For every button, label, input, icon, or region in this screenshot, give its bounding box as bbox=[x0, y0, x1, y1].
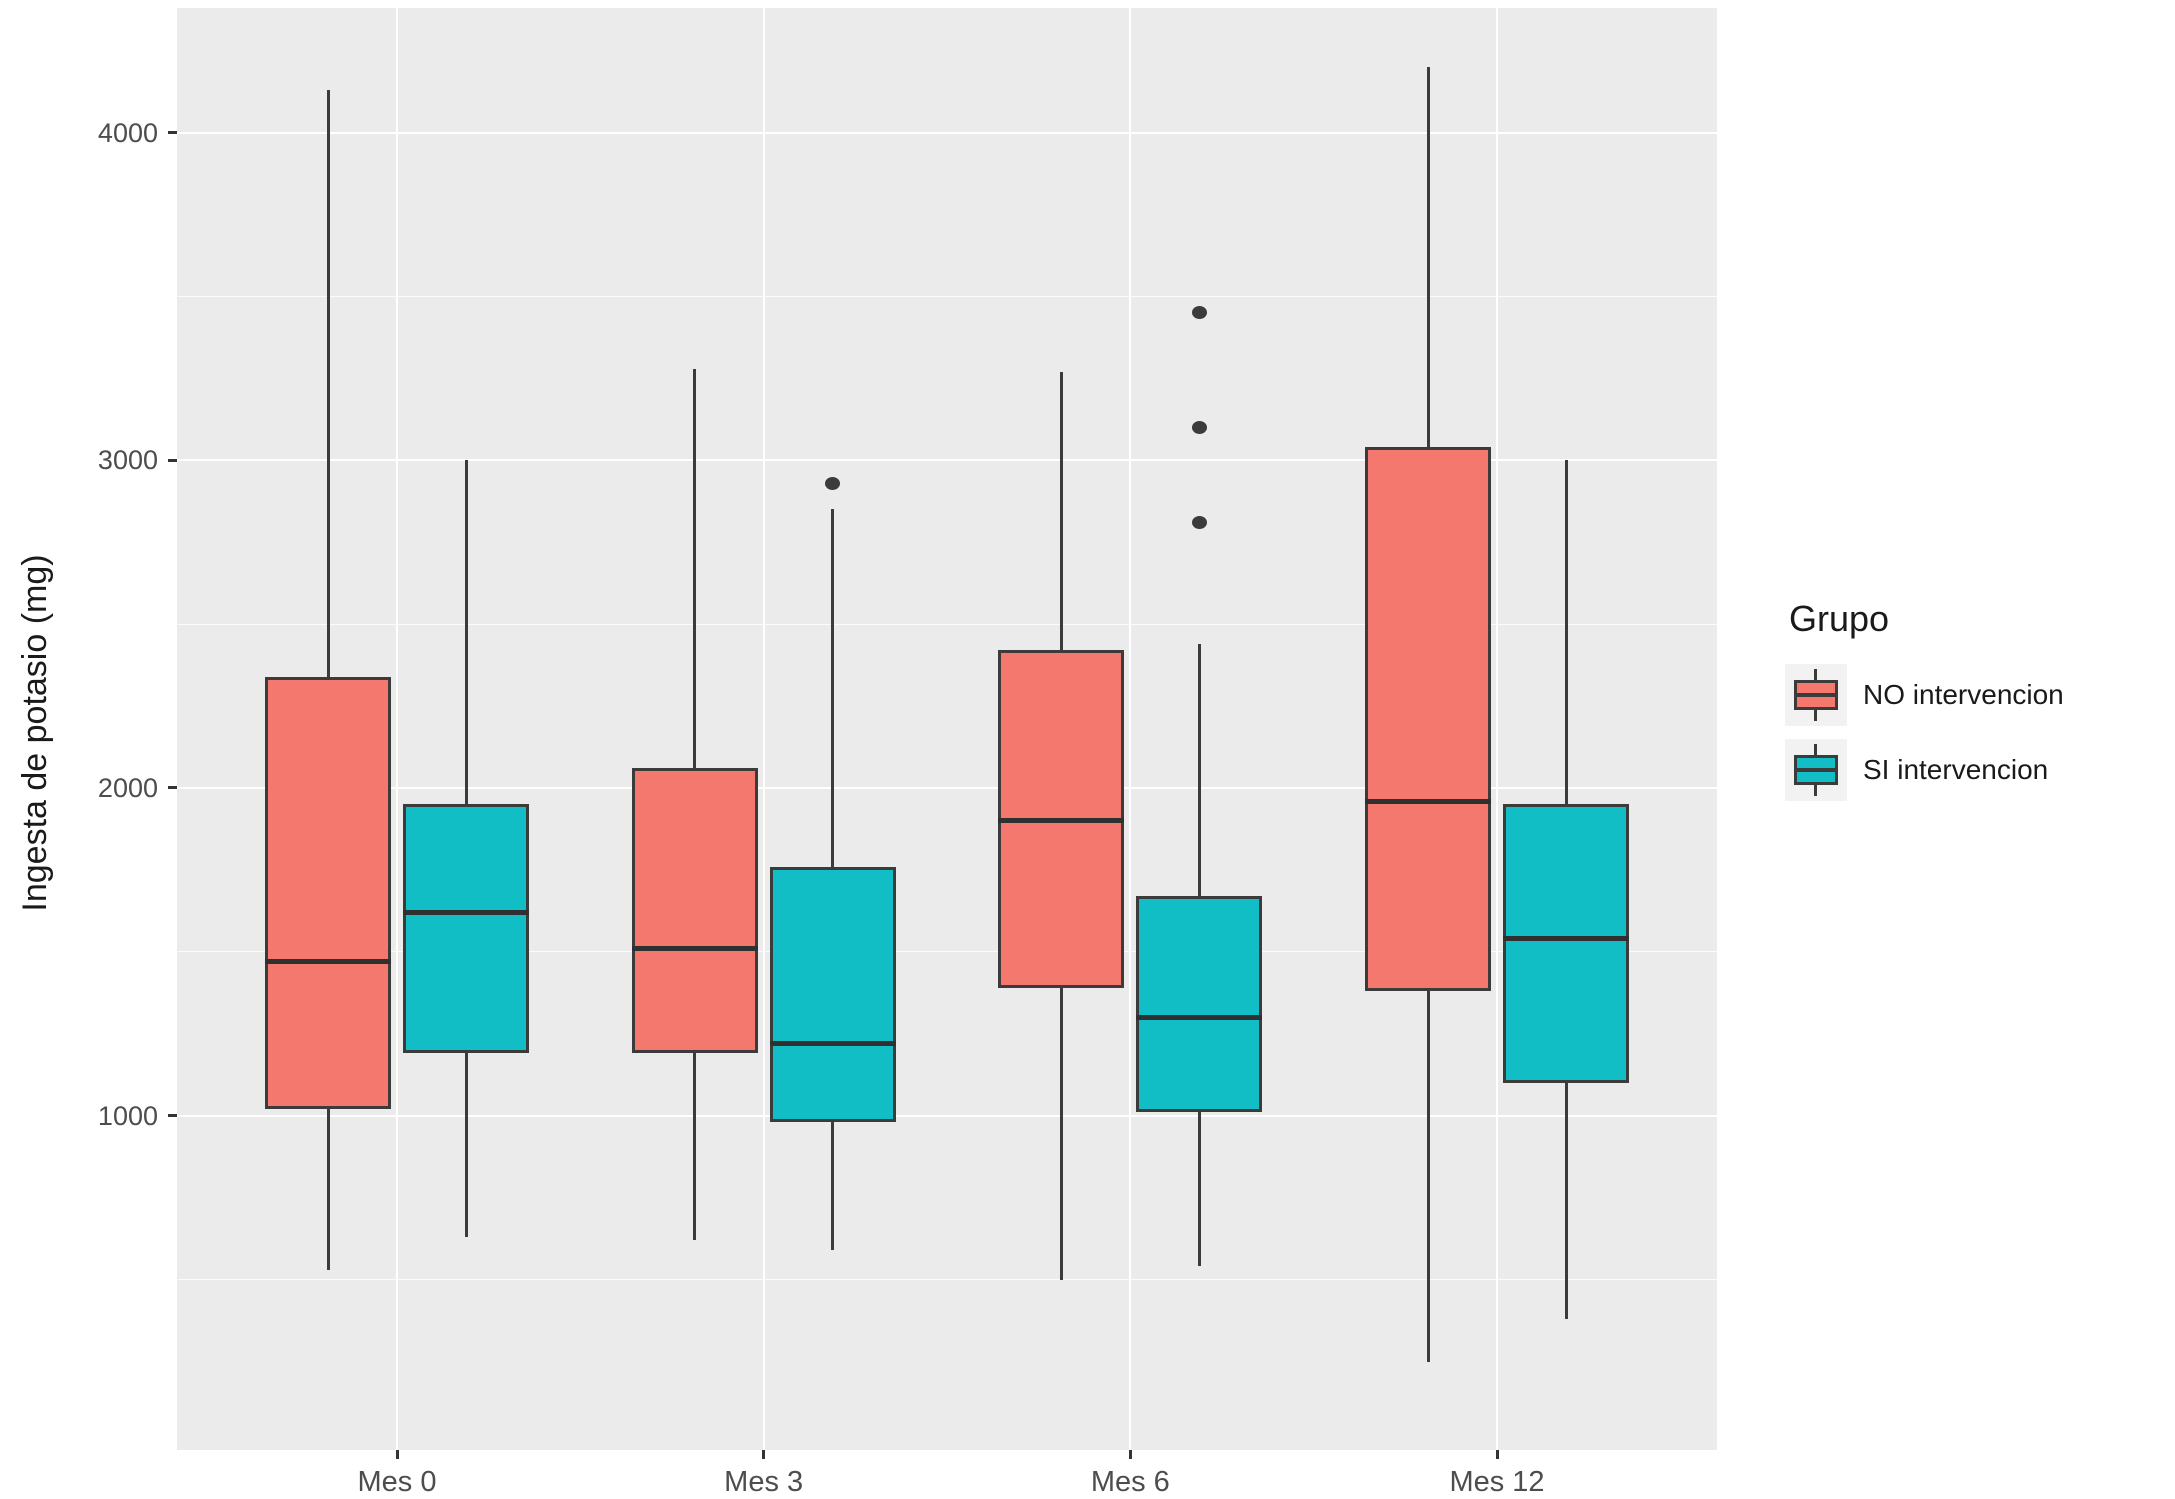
boxplot-median bbox=[265, 959, 391, 965]
whisker-lower bbox=[1426, 991, 1430, 1362]
legend-key-boxplot-glyph bbox=[1785, 664, 1847, 726]
gridline-major bbox=[177, 1114, 1717, 1117]
x-tick-label: Mes 6 bbox=[1090, 1466, 1170, 1498]
x-tick-mark bbox=[762, 1450, 766, 1459]
y-axis-title: Ingesta de potasio (mg) bbox=[16, 554, 54, 912]
whisker-upper bbox=[1059, 371, 1063, 651]
whisker-lower bbox=[1059, 987, 1063, 1280]
legend-item-no-intervencion: NO intervencion bbox=[1785, 664, 2170, 726]
whisker-upper bbox=[464, 460, 468, 805]
whisker-upper bbox=[1564, 460, 1568, 805]
boxplot-median bbox=[769, 1041, 896, 1047]
y-tick-mark bbox=[168, 1114, 177, 1118]
outlier-point bbox=[1191, 306, 1207, 320]
glyph-median bbox=[1794, 768, 1838, 772]
y-tick-label: 2000 bbox=[97, 772, 158, 803]
x-tick-mark bbox=[395, 1450, 399, 1459]
x-tick-mark bbox=[1495, 1450, 1499, 1459]
whisker-upper bbox=[1197, 643, 1201, 897]
gridline-vertical bbox=[1496, 8, 1498, 1450]
boxplot-box bbox=[265, 676, 391, 1110]
boxplot-box bbox=[769, 866, 896, 1123]
boxplot-median bbox=[1503, 936, 1629, 942]
whisker-lower bbox=[464, 1053, 468, 1237]
whisker-lower bbox=[831, 1122, 835, 1251]
y-tick-label: 4000 bbox=[97, 117, 158, 148]
y-tick-mark bbox=[168, 458, 177, 462]
legend-item-label: NO intervencion bbox=[1863, 679, 2064, 710]
legend-key-boxplot-glyph bbox=[1785, 739, 1847, 801]
gridline-vertical bbox=[762, 8, 765, 1450]
legend-title: Grupo bbox=[1789, 598, 1890, 639]
boxplot-box bbox=[403, 804, 529, 1054]
boxplot-median bbox=[1136, 1014, 1263, 1020]
y-tick-mark bbox=[168, 131, 177, 135]
gridline-minor bbox=[177, 623, 1717, 625]
outlier-point bbox=[825, 476, 841, 490]
gridline-minor bbox=[177, 951, 1717, 953]
whisker-lower bbox=[693, 1053, 697, 1241]
x-tick-label: Mes 3 bbox=[724, 1466, 804, 1498]
boxplot-box bbox=[1365, 447, 1491, 992]
y-tick-mark bbox=[168, 786, 177, 790]
gridline-minor bbox=[177, 295, 1717, 297]
gridline-vertical bbox=[396, 8, 398, 1450]
whisker-lower bbox=[1564, 1082, 1568, 1319]
boxplot-median bbox=[631, 946, 758, 952]
x-tick-label: Mes 0 bbox=[357, 1466, 437, 1498]
outlier-point bbox=[1191, 516, 1207, 530]
y-tick-label: 3000 bbox=[97, 445, 158, 476]
y-tick-label: 1000 bbox=[97, 1100, 158, 1131]
boxplot-median bbox=[1365, 798, 1491, 804]
x-tick-label: Mes 12 bbox=[1449, 1466, 1545, 1498]
legend-item-si-intervencion: SI intervencion bbox=[1785, 739, 2170, 801]
whisker-upper bbox=[831, 509, 835, 867]
gridline-major bbox=[177, 459, 1717, 462]
gridline-minor bbox=[177, 1279, 1717, 1281]
legend: Grupo NO intervencion SI intervencion bbox=[1785, 598, 2170, 814]
x-tick-mark bbox=[1128, 1450, 1132, 1459]
boxplot-median bbox=[998, 818, 1125, 824]
gridline-major bbox=[177, 131, 1717, 134]
boxplot-median bbox=[403, 910, 529, 916]
whisker-lower bbox=[326, 1109, 330, 1270]
boxplot-box bbox=[1503, 804, 1629, 1083]
gridline-major bbox=[177, 786, 1717, 789]
boxplot-box bbox=[1136, 896, 1263, 1113]
glyph-median bbox=[1794, 693, 1838, 697]
gridline-vertical bbox=[1129, 8, 1132, 1450]
whisker-lower bbox=[1197, 1112, 1201, 1267]
whisker-upper bbox=[1426, 66, 1430, 448]
outlier-point bbox=[1191, 420, 1207, 434]
legend-item-label: SI intervencion bbox=[1863, 754, 2049, 785]
plot-panel bbox=[177, 8, 1717, 1450]
whisker-upper bbox=[326, 89, 330, 677]
boxplot-box bbox=[631, 768, 758, 1054]
whisker-upper bbox=[693, 368, 697, 769]
